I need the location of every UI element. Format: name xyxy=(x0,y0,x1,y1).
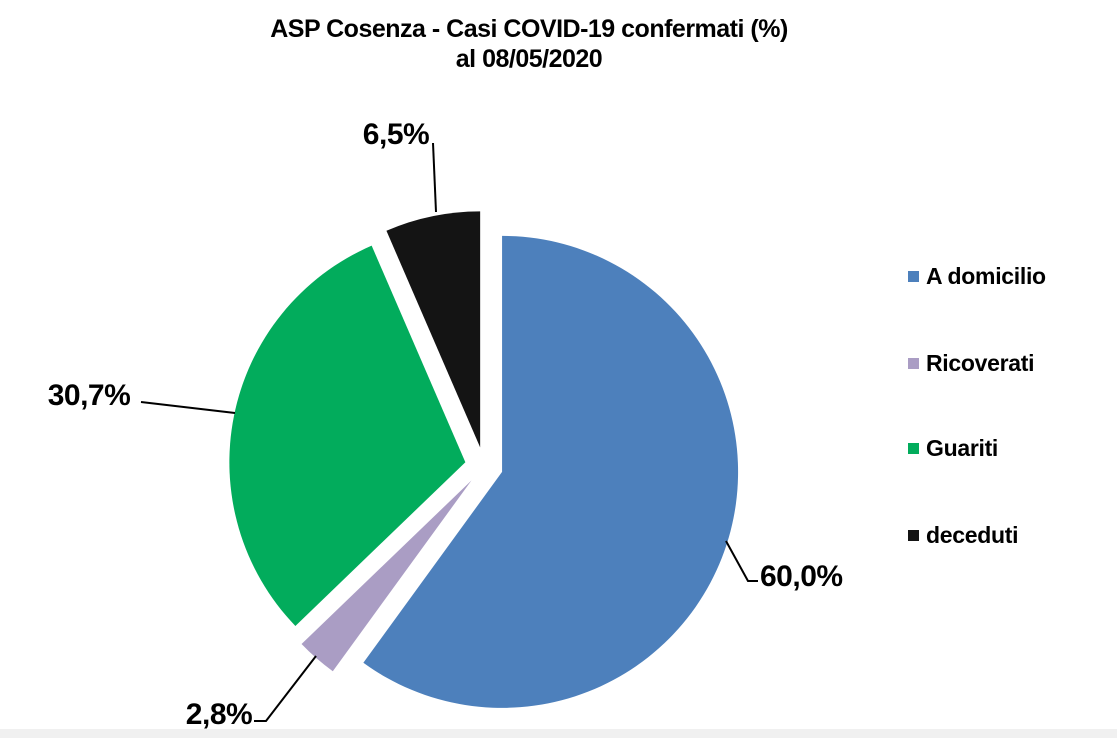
leader-line-ricoverati xyxy=(254,655,317,722)
legend-swatch-a-domicilio xyxy=(908,270,919,282)
legend-label-deceduti: deceduti xyxy=(926,521,1019,548)
leader-line-guariti xyxy=(140,401,236,414)
leader-line-a-domicilio xyxy=(725,540,758,582)
chart-title-line2: al 08/05/2020 xyxy=(455,45,603,73)
legend-label-guariti: Guariti xyxy=(926,434,999,461)
legend-item-ricoverati: Ricoverati xyxy=(908,349,1035,376)
legend-swatch-rect xyxy=(908,270,919,282)
legend-swatch-rect xyxy=(908,529,919,541)
legend-item-guariti: Guariti xyxy=(908,435,998,461)
legend: A domicilio Ricoverati Guariti deceduti xyxy=(908,0,1108,738)
legend-item-deceduti: deceduti xyxy=(908,522,1018,548)
data-label-ricoverati: 2,8% xyxy=(185,698,253,731)
chart-title-line1: ASP Cosenza - Casi COVID-19 confermati (… xyxy=(270,15,788,43)
bottom-edge-strip xyxy=(0,729,1117,738)
legend-swatch-rect xyxy=(908,357,919,369)
legend-swatch-deceduti xyxy=(908,529,919,541)
leader-line-deceduti xyxy=(432,142,437,213)
pie-slice-deceduti xyxy=(386,211,481,448)
legend-swatch-rect xyxy=(908,442,919,454)
legend-item-a-domicilio: A domicilio xyxy=(908,263,1046,289)
data-label-a-domicilio: 60,0% xyxy=(760,560,843,593)
legend-swatch-ricoverati xyxy=(908,357,919,369)
data-label-guariti: 30,7% xyxy=(47,379,131,412)
pie-slice-ricoverati xyxy=(301,480,472,672)
legend-label-a-domicilio: A domicilio xyxy=(926,262,1046,289)
legend-swatch-guariti xyxy=(908,442,919,454)
pie-slice-a-domicilio xyxy=(363,235,739,708)
pie-slice-guariti xyxy=(229,245,466,626)
legend-label-ricoverati: Ricoverati xyxy=(926,349,1035,376)
chart-title: ASP Cosenza - Casi COVID-19 confermati (… xyxy=(0,14,1058,74)
data-label-deceduti: 6,5% xyxy=(362,118,430,151)
